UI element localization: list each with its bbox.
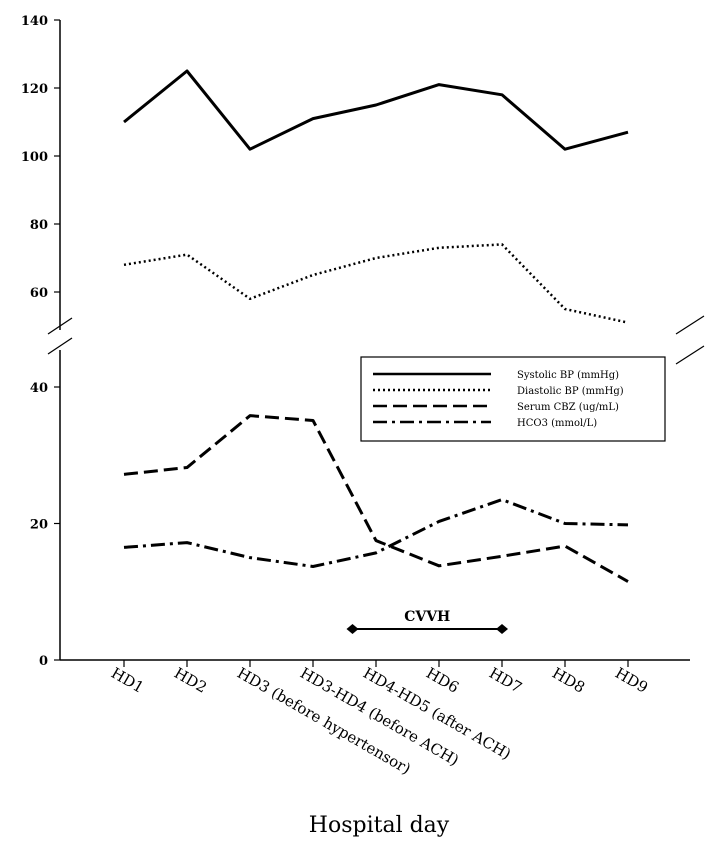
series-lines	[123, 69, 629, 583]
axes	[47, 20, 705, 661]
y-tick-label: 80	[30, 218, 48, 233]
y-tick-label: 40	[30, 381, 48, 396]
x-category-label: HD8	[549, 664, 588, 697]
annotations: CVVH	[346, 609, 508, 634]
y-tick-label: 0	[39, 654, 48, 669]
annotation-end-marker	[496, 624, 508, 634]
series-line	[123, 498, 629, 568]
y-tick-label: 120	[21, 82, 48, 97]
right-break-mark	[675, 315, 705, 335]
y-tick-label: 100	[21, 150, 48, 165]
legend-label: Serum CBZ (ug/mL)	[517, 402, 619, 413]
series-line	[123, 414, 629, 583]
legend-label: Diastolic BP (mmHg)	[517, 386, 624, 397]
legend-label: Systolic BP (mmHg)	[517, 370, 619, 381]
x-category-labels: HD1 HD2 HD3 (before hypertensor)HD3-HD4 (b…	[108, 664, 651, 778]
right-break-mark	[675, 345, 705, 365]
x-category-label: HD7	[486, 664, 525, 697]
x-category-label: HD9	[612, 664, 651, 697]
y-tick-label: 20	[30, 518, 48, 533]
x-category-label: HD2	[171, 664, 210, 697]
series-line	[123, 69, 629, 151]
legend-box	[360, 356, 666, 442]
y-tick-label: 140	[21, 14, 48, 29]
x-category-label: HD1	[108, 664, 147, 697]
ticks: 60 80 100 120 140 0 20 40	[21, 14, 629, 669]
x-category-label: HD6	[423, 664, 462, 697]
annotation-end-marker	[346, 624, 359, 634]
y-axis-break-mark	[47, 337, 73, 355]
series-line	[123, 243, 629, 324]
annotation-label: CVVH	[404, 609, 450, 625]
y-axis-break-mark	[47, 317, 73, 335]
x-axis-label: Hospital day	[309, 813, 450, 838]
y-tick-label: 60	[30, 286, 48, 301]
legend-label: HCO3 (mmol/L)	[517, 418, 597, 429]
legend: Systolic BP (mmHg) Diastolic BP (mmHg) Ser…	[360, 356, 666, 442]
